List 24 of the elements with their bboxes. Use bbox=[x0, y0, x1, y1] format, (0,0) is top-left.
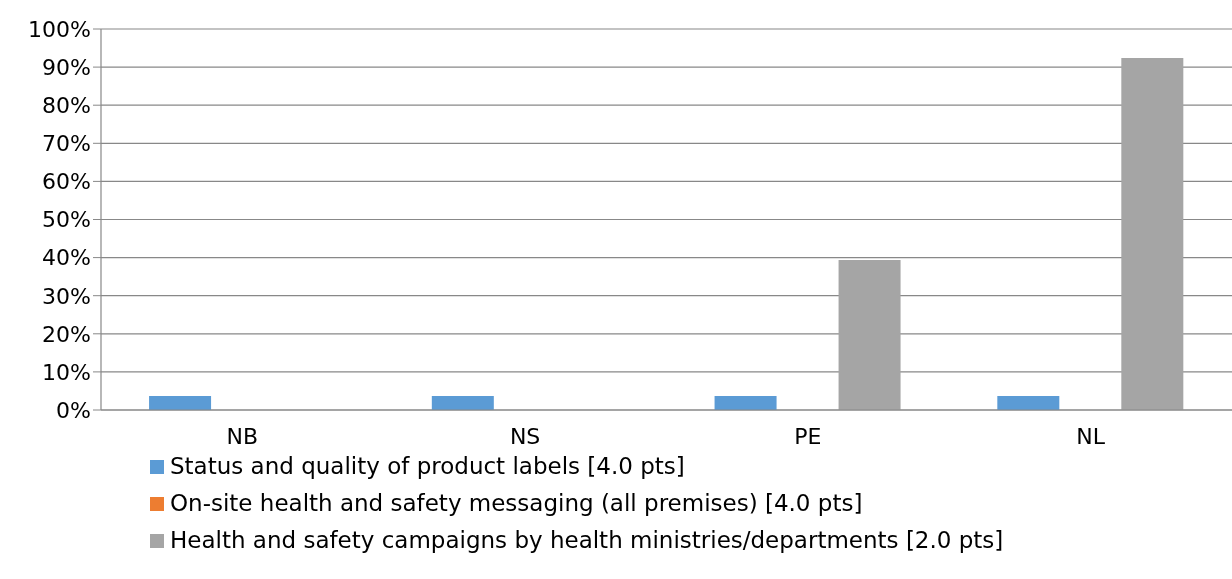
x-tick-label: NB bbox=[226, 423, 259, 449]
bar bbox=[714, 395, 777, 410]
bar bbox=[1121, 57, 1184, 410]
y-tick-label: 30% bbox=[42, 283, 91, 309]
x-tick-label: NL bbox=[1076, 423, 1106, 449]
bar bbox=[838, 259, 901, 410]
bar bbox=[997, 395, 1060, 410]
y-tick-label: 0% bbox=[56, 397, 91, 423]
x-tick-label: PE bbox=[794, 423, 822, 449]
legend-label: On-site health and safety messaging (all premises) [4.0 pts] bbox=[170, 489, 863, 518]
y-tick-label: 10% bbox=[42, 359, 91, 385]
legend-label: Health and safety campaigns by health ministries/departments [2.0 pts] bbox=[170, 526, 1004, 555]
y-tick-label: 100% bbox=[28, 16, 91, 42]
y-tick-label: 50% bbox=[42, 207, 91, 233]
y-tick-label: 60% bbox=[42, 169, 91, 195]
y-tick-label: 40% bbox=[42, 245, 91, 271]
y-tick-label: 70% bbox=[42, 131, 91, 157]
legend-label: Status and quality of product labels [4.0 pts] bbox=[170, 452, 685, 481]
y-tick-label: 90% bbox=[42, 54, 91, 80]
y-tick-label: 20% bbox=[42, 321, 91, 347]
bar bbox=[149, 395, 212, 410]
x-tick-label: NS bbox=[509, 423, 541, 449]
bar bbox=[431, 395, 494, 410]
y-tick-label: 80% bbox=[42, 93, 91, 119]
